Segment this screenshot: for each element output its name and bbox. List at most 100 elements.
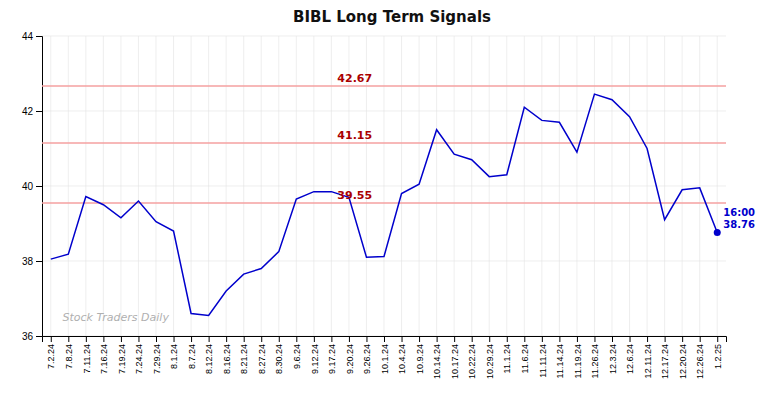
x-tick-label: 10.29.24 xyxy=(485,344,495,379)
x-tick: 10.29.24 xyxy=(485,336,495,379)
x-tick-mark xyxy=(384,336,385,342)
x-tick-mark xyxy=(121,336,122,342)
x-tick-label: 7.19.24 xyxy=(117,344,127,374)
x-tick-mark xyxy=(349,336,350,342)
reference-line-label: 42.67 xyxy=(337,72,372,85)
y-tick-mark xyxy=(36,111,42,112)
x-tick-label: 8.16.24 xyxy=(222,344,232,374)
x-tick: 11.19.24 xyxy=(573,336,583,378)
x-axis-line xyxy=(43,337,727,343)
x-tick-label: 8.7.24 xyxy=(187,344,197,369)
x-tick-label: 10.9.24 xyxy=(415,344,425,374)
x-tick: 8.27.24 xyxy=(257,336,267,374)
grid-line-y xyxy=(42,36,726,37)
x-tick-mark xyxy=(559,336,560,342)
y-tick: 42 xyxy=(22,106,42,117)
x-tick: 8.16.24 xyxy=(222,336,232,374)
x-tick-label: 10.4.24 xyxy=(397,344,407,374)
y-tick-label: 38 xyxy=(22,256,34,267)
x-tick-mark xyxy=(682,336,683,342)
x-tick: 7.11.24 xyxy=(81,336,91,373)
reference-line-label: 41.15 xyxy=(337,129,372,142)
x-tick-label: 1.2.25 xyxy=(713,344,723,369)
x-tick-label: 12.11.24 xyxy=(643,344,653,378)
x-tick: 12.26.24 xyxy=(695,336,705,379)
x-tick: 10.17.24 xyxy=(450,336,460,379)
x-tick-label: 10.17.24 xyxy=(450,344,460,379)
reference-line-label: 39.55 xyxy=(337,189,372,202)
x-tick-mark xyxy=(156,336,157,342)
x-tick: 8.21.24 xyxy=(239,336,249,374)
x-tick-mark xyxy=(524,336,525,342)
x-tick-mark xyxy=(542,336,543,342)
x-tick: 7.29.24 xyxy=(152,336,162,374)
x-tick-mark xyxy=(402,336,403,342)
x-tick: 8.12.24 xyxy=(204,336,214,374)
x-tick-label: 11.11.24 xyxy=(537,344,547,378)
grid-line-y xyxy=(42,261,726,262)
x-tick-label: 9.12.24 xyxy=(309,344,319,374)
x-tick-mark xyxy=(191,336,192,342)
x-tick-mark xyxy=(594,336,595,342)
x-tick: 11.1.24 xyxy=(502,336,512,373)
x-tick: 11.6.24 xyxy=(520,336,530,373)
grid xyxy=(42,36,726,336)
x-tick: 11.14.24 xyxy=(555,336,565,378)
x-tick-label: 7.24.24 xyxy=(134,344,144,374)
x-tick: 12.6.24 xyxy=(625,336,635,374)
price-line xyxy=(51,94,717,315)
x-tick-label: 8.27.24 xyxy=(257,344,267,374)
x-tick: 7.2.24 xyxy=(46,336,56,369)
x-tick-label: 12.20.24 xyxy=(678,344,688,379)
y-axis-line xyxy=(36,37,43,337)
x-axis: 7.2.247.8.247.11.247.16.247.19.247.24.24… xyxy=(43,336,727,379)
x-tick: 12.17.24 xyxy=(660,336,670,379)
x-tick-mark xyxy=(209,336,210,342)
annotations: 42.6741.1539.5516:0038.76Stock Traders D… xyxy=(63,72,756,324)
y-tick-mark xyxy=(36,186,42,187)
x-tick: 12.20.24 xyxy=(678,336,688,379)
x-tick: 9.26.24 xyxy=(362,336,372,374)
y-tick-label: 36 xyxy=(22,331,34,342)
x-tick-mark xyxy=(507,336,508,342)
x-tick-mark xyxy=(51,336,52,342)
last-point-value: 38.76 xyxy=(723,219,755,230)
x-tick-mark xyxy=(472,336,473,342)
x-tick-label: 8.21.24 xyxy=(239,344,249,374)
chart-svg: BIBL Long Term Signals7.2.247.8.247.11.2… xyxy=(0,0,784,398)
x-tick-label: 7.8.24 xyxy=(64,344,74,369)
x-tick: 11.26.24 xyxy=(590,336,600,378)
x-tick: 8.7.24 xyxy=(187,336,197,369)
x-tick-label: 10.1.24 xyxy=(380,344,390,374)
x-tick-mark xyxy=(612,336,613,342)
x-tick: 10.22.24 xyxy=(467,336,477,379)
x-tick: 8.1.24 xyxy=(169,336,179,369)
x-tick-label: 12.3.24 xyxy=(608,344,618,374)
y-tick-mark xyxy=(36,336,42,337)
x-tick: 10.14.24 xyxy=(432,336,442,379)
x-tick-mark xyxy=(68,336,69,342)
x-tick-mark xyxy=(314,336,315,342)
x-tick-mark xyxy=(717,336,718,342)
x-tick-label: 7.11.24 xyxy=(81,344,91,373)
x-tick-label: 8.1.24 xyxy=(169,344,179,369)
x-tick-mark xyxy=(419,336,420,342)
x-tick: 9.17.24 xyxy=(327,336,337,374)
x-tick: 10.9.24 xyxy=(415,336,425,374)
x-tick-label: 9.6.24 xyxy=(292,344,302,369)
y-tick-mark xyxy=(36,261,42,262)
x-tick-label: 9.17.24 xyxy=(327,344,337,374)
x-tick-label: 7.2.24 xyxy=(46,344,56,369)
x-tick-mark xyxy=(279,336,280,342)
x-tick-label: 12.17.24 xyxy=(660,344,670,379)
x-tick: 10.4.24 xyxy=(397,336,407,374)
plot-area: 7.2.247.8.247.11.247.16.247.19.247.24.24… xyxy=(22,31,755,379)
x-tick-mark xyxy=(296,336,297,342)
x-tick-mark xyxy=(174,336,175,342)
x-tick-mark xyxy=(261,336,262,342)
y-tick-label: 42 xyxy=(22,106,34,117)
x-tick-mark xyxy=(138,336,139,342)
x-tick-mark xyxy=(665,336,666,342)
x-tick-label: 7.29.24 xyxy=(152,344,162,374)
x-tick: 7.8.24 xyxy=(64,336,74,369)
